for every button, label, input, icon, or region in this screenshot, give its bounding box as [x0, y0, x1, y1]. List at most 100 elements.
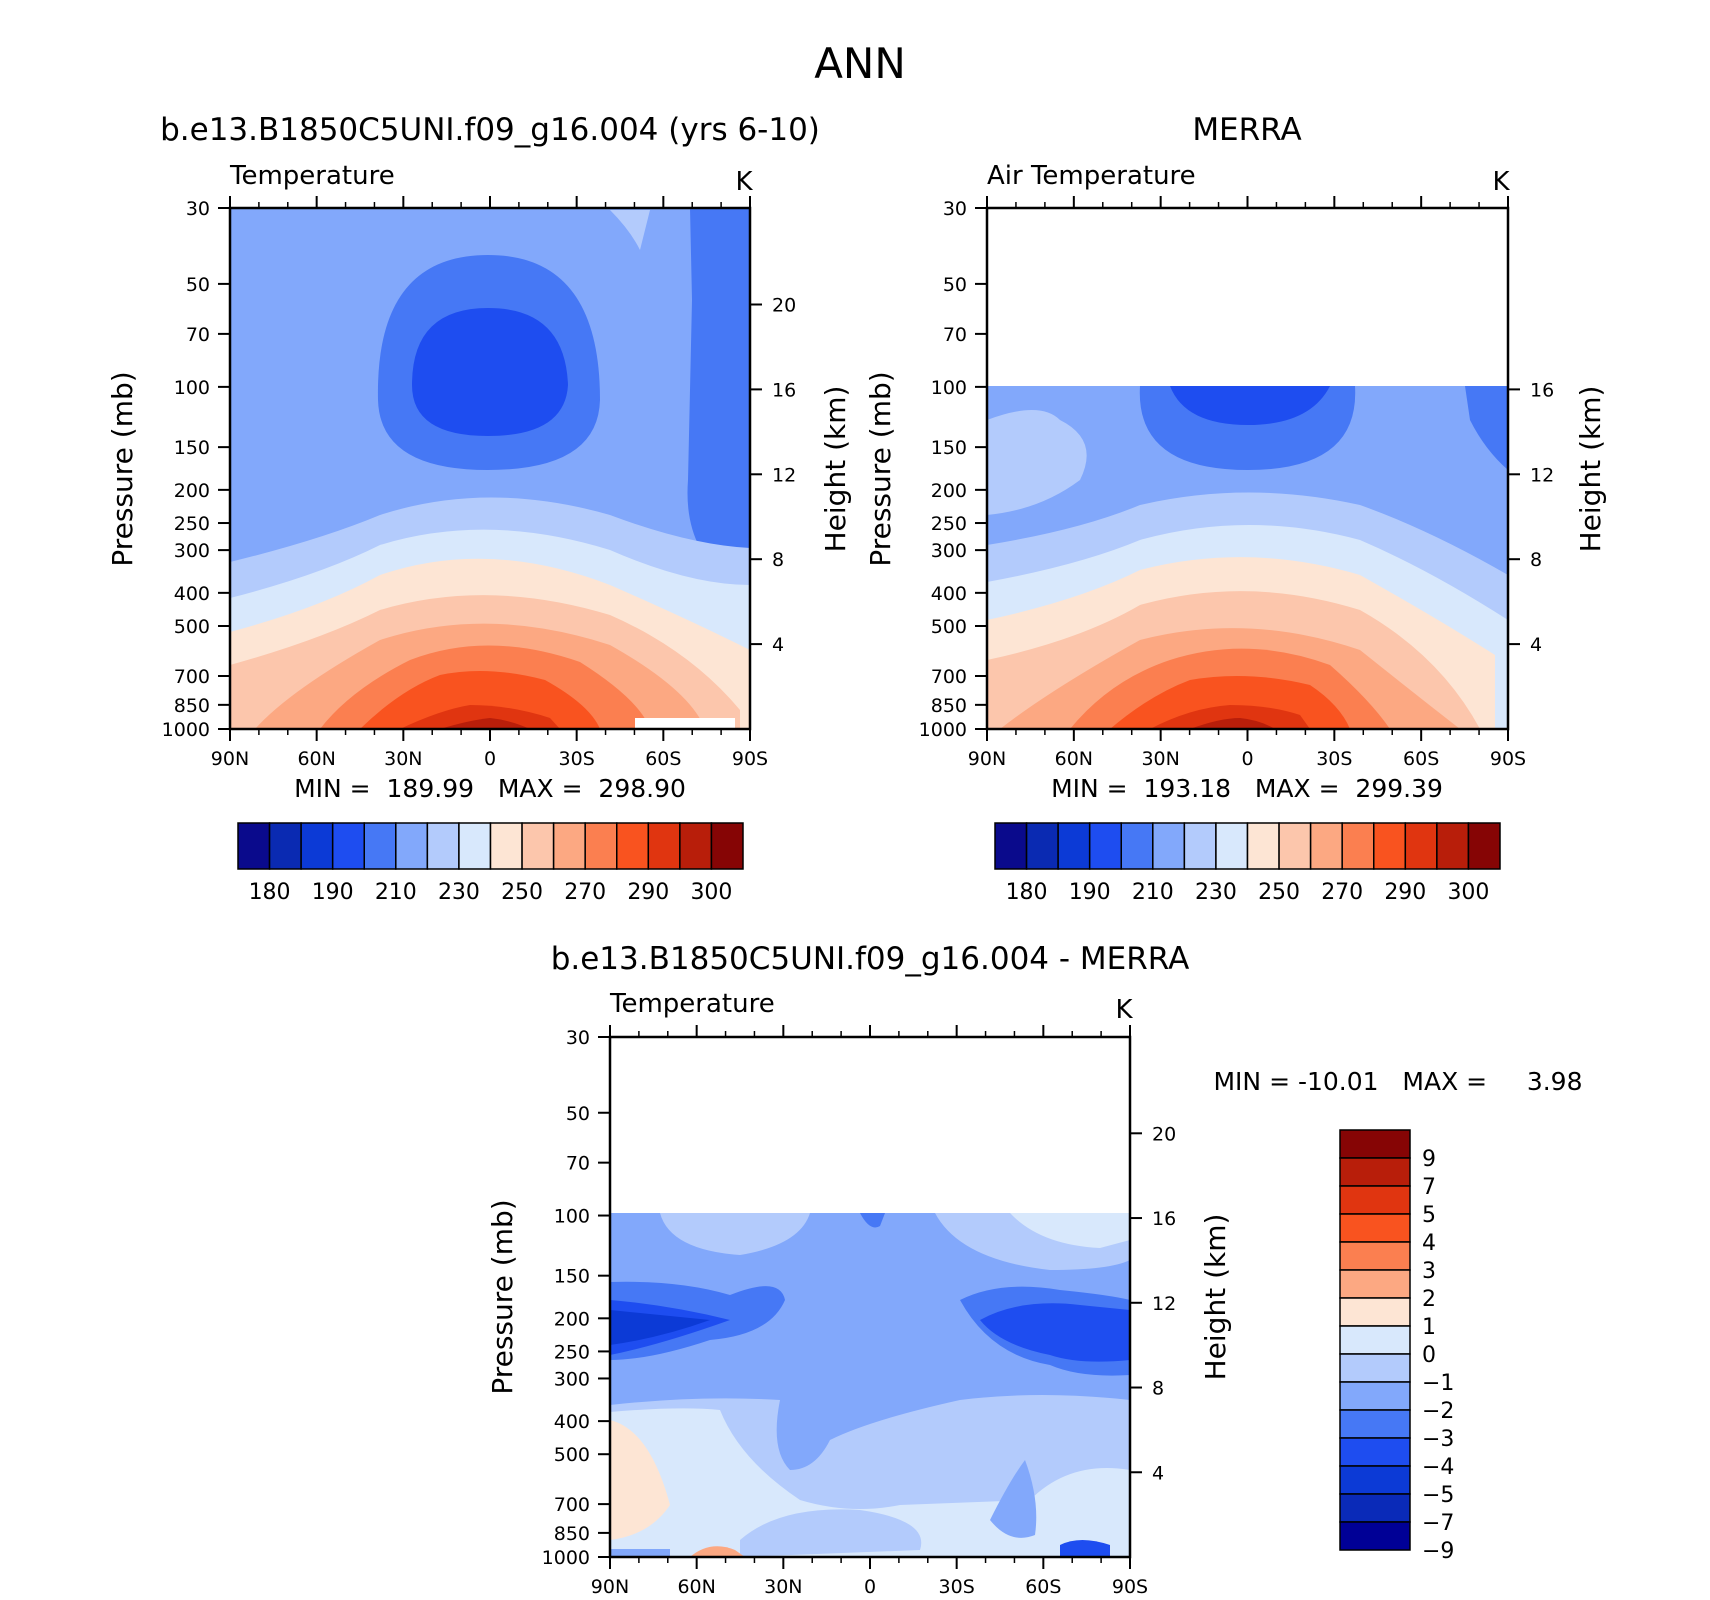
colorbar-swatch [616, 822, 650, 870]
colorbar-swatch [1025, 822, 1059, 870]
y-tick-label: 500 [174, 616, 210, 638]
colorbar-swatch [1339, 1493, 1411, 1523]
panel-diff-colorbar: 9 7 5 4 3 2 1 0 −1 −2 −3 −4 −5 −7 −9 [1339, 1129, 1454, 1564]
panel-merra-units: K [1492, 167, 1510, 197]
panel-diff-axes: 305070100150200250300400500700850100090N… [542, 1025, 1176, 1598]
colorbar-label: −9 [1422, 1539, 1454, 1564]
right-tick-label: 4 [772, 634, 784, 656]
right-tick-label: 12 [1152, 1293, 1176, 1315]
colorbar-label: 290 [627, 880, 669, 905]
colorbar-swatch [1339, 1185, 1411, 1215]
contour-fill [610, 1420, 670, 1540]
panel-model-colorbar: 180 190 210 230 250 270 290 300 [237, 822, 744, 905]
colorbar-swatch [1339, 1437, 1411, 1467]
colorbar-swatch [710, 822, 744, 870]
colorbar-label: 1 [1422, 1315, 1436, 1340]
y-tick-label: 100 [931, 377, 967, 399]
x-tick-label: 90S [732, 748, 768, 770]
y-tick-label: 850 [931, 695, 967, 717]
y-tick-label: 150 [174, 437, 210, 459]
right-tick-label: 16 [1152, 1208, 1176, 1230]
colorbar-swatch [994, 822, 1028, 870]
colorbar-swatch [1309, 822, 1343, 870]
x-tick-label: 60N [677, 1576, 715, 1598]
y-tick-label: 70 [566, 1153, 590, 1175]
colorbar-label: 230 [438, 880, 480, 905]
panel-model-units: K [735, 167, 753, 197]
x-tick-label: 30N [1141, 748, 1179, 770]
colorbar-swatch [426, 822, 460, 870]
colorbar-label: 230 [1195, 880, 1237, 905]
panel-diff-contours [610, 1213, 1130, 1557]
colorbar-label: −7 [1422, 1511, 1454, 1536]
panel-merra-ylabel: Pressure (mb) [864, 371, 897, 566]
y-tick-label: 500 [554, 1444, 590, 1466]
panel-diff-ylabel: Pressure (mb) [486, 1199, 519, 1394]
colorbar-swatch [1339, 1353, 1411, 1383]
colorbar-swatch [489, 822, 523, 870]
y-tick-label: 250 [174, 513, 210, 535]
panel-diff-variable: Temperature [609, 989, 775, 1019]
x-tick-label: 30S [1316, 748, 1352, 770]
page-title: ANN [814, 39, 906, 88]
y-tick-label: 400 [554, 1411, 590, 1433]
colorbar-swatch [1339, 1269, 1411, 1299]
y-tick-label: 1000 [542, 1547, 590, 1569]
colorbar-swatch [1339, 1521, 1411, 1551]
panel-merra-axes: 30 50 70 100 150 200 250 300 400 500 700 850100090N… [919, 196, 1554, 770]
x-tick-label: 60S [1025, 1576, 1061, 1598]
colorbar-swatch [1246, 822, 1280, 870]
colorbar-swatch [521, 822, 555, 870]
panel-diff-ylabel-right: Height (km) [1199, 1214, 1232, 1381]
contour-fill [440, 718, 530, 729]
colorbar-swatch [1339, 1409, 1411, 1439]
colorbar-swatch [363, 822, 397, 870]
contour-fill [400, 705, 560, 729]
panel-merra-title: MERRA [1192, 112, 1301, 148]
panel-model-ylabel-right: Height (km) [819, 386, 852, 553]
right-tick-label: 8 [772, 549, 784, 571]
colorbar-label: 5 [1422, 1203, 1436, 1228]
y-tick-label: 70 [943, 324, 967, 346]
y-tick-label: 50 [943, 274, 967, 296]
panel-model-contours [230, 208, 750, 729]
colorbar-label: 210 [375, 880, 417, 905]
contour-fill [412, 308, 568, 436]
colorbar-swatch [1339, 1241, 1411, 1271]
colorbar-label: −5 [1422, 1483, 1454, 1508]
colorbar-swatch [268, 822, 302, 870]
contour-fill [1060, 1540, 1110, 1557]
y-tick-label: 150 [931, 437, 967, 459]
colorbar-swatch [1341, 822, 1375, 870]
contour-fill [1190, 718, 1275, 729]
y-tick-label: 300 [554, 1368, 590, 1390]
colorbar-label: 300 [690, 880, 732, 905]
x-tick-label: 90S [1112, 1576, 1148, 1598]
right-tick-label: 20 [772, 294, 796, 316]
contour-fill [980, 1303, 1130, 1362]
colorbar-label: 190 [1069, 880, 1111, 905]
y-tick-label: 500 [931, 616, 967, 638]
panel-merra-colorbar: 180 190 210 230 250 270 290 300 [994, 822, 1501, 905]
contour-fill [610, 210, 650, 250]
colorbar-swatch [1339, 1381, 1411, 1411]
colorbar-label: 270 [1321, 880, 1363, 905]
y-tick-label: 100 [174, 377, 210, 399]
colorbar-label: −4 [1422, 1455, 1454, 1480]
colorbar-swatch [1339, 1129, 1411, 1159]
colorbar-label: 180 [1006, 880, 1048, 905]
y-tick-label: 850 [554, 1523, 590, 1545]
colorbar-swatch [1183, 822, 1217, 870]
x-tick-label: 30N [384, 748, 422, 770]
colorbar-swatch [1436, 822, 1470, 870]
colorbar-label: 0 [1422, 1343, 1436, 1368]
right-tick-label: 20 [1152, 1123, 1176, 1145]
y-tick-label: 30 [186, 198, 210, 220]
colorbar-swatch [1339, 1297, 1411, 1327]
y-tick-label: 400 [931, 583, 967, 605]
x-tick-label: 60N [1055, 748, 1093, 770]
x-tick-label: 0 [1241, 748, 1253, 770]
colorbar-label: 270 [564, 880, 606, 905]
y-tick-label: 250 [931, 513, 967, 535]
